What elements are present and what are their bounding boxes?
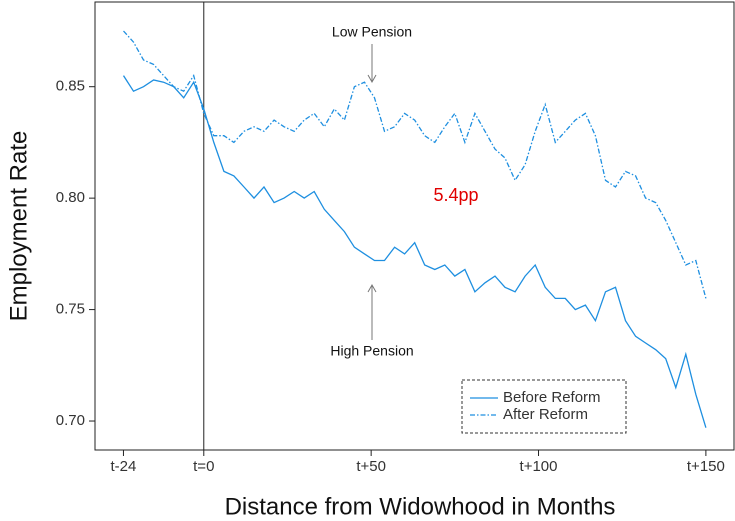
- y-axis-title: Employment Rate: [5, 131, 32, 322]
- annotation: High Pension: [330, 343, 413, 359]
- x-tick-label: t+100: [520, 458, 558, 475]
- annotation: 5.4pp: [433, 185, 478, 205]
- x-axis-title: Distance from Widowhood in Months: [225, 493, 616, 520]
- y-tick-label: 0.75: [56, 301, 85, 318]
- series-line: [123, 30, 707, 299]
- arrow-head: [367, 283, 377, 293]
- y-tick-label: 0.70: [56, 412, 85, 429]
- legend-box: [461, 379, 627, 434]
- annotation: Low Pension: [332, 24, 412, 40]
- plot-frame: [94, 1, 735, 451]
- arrow-head: [367, 74, 377, 84]
- x-tick-label: t+150: [687, 458, 725, 475]
- y-tick-label: 0.85: [56, 78, 85, 95]
- series-line: [122, 75, 707, 428]
- legend-label: After Reform: [503, 406, 588, 423]
- legend-label: Before Reform: [503, 389, 601, 406]
- x-tick-label: t=0: [193, 458, 214, 475]
- y-tick-label: 0.80: [56, 189, 85, 206]
- x-tick-label: t+50: [356, 458, 386, 475]
- x-tick-label: t-24: [111, 458, 137, 475]
